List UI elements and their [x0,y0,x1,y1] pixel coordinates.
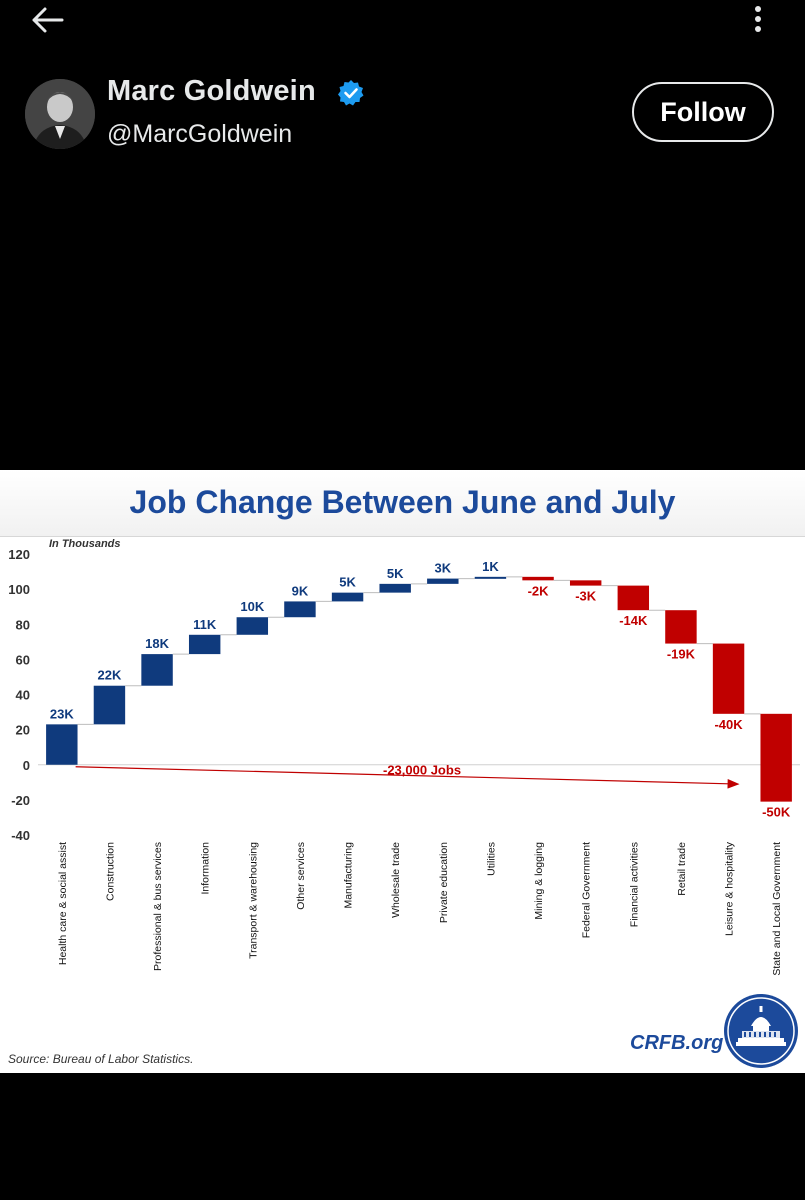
avatar-photo [25,79,95,149]
chart-title: Job Change Between June and July [129,484,676,520]
brand-text: CRFB.org [630,1032,724,1054]
waterfall-bar [331,592,364,602]
verified-badge-icon [337,79,365,107]
bar-value-label: 23K [50,706,74,721]
y-tick-label: 60 [16,652,30,667]
bar-value-label: 18K [145,636,169,651]
waterfall-bar [617,585,650,611]
x-category-label: Retail trade [676,842,688,896]
x-category-label: Professional & bus services [152,842,164,971]
waterfall-bar [284,601,316,618]
y-tick-label: 20 [16,723,30,738]
y-tick-label: 40 [16,688,30,703]
author-handle[interactable]: @MarcGoldwein [107,120,293,148]
crfb-capitol-logo-icon [722,992,800,1070]
x-category-label: Other services [295,842,307,910]
y-tick-label: -40 [11,828,30,843]
x-category-label: Information [200,842,212,895]
bar-value-label: 1K [482,559,499,574]
author-name[interactable]: Marc Goldwein [107,75,316,107]
x-category-label: Financial activities [628,842,640,927]
vertical-dots-icon [755,6,761,32]
top-bar [0,0,805,50]
bar-value-label: 10K [240,599,264,614]
waterfall-bar [522,576,554,581]
bar-value-label: 3K [435,561,452,576]
bar-value-label: -3K [575,589,597,604]
waterfall-bar [379,583,411,593]
waterfall-bar [760,713,792,802]
x-category-label: Utilities [485,842,497,876]
waterfall-bar [569,580,602,586]
bar-value-label: 5K [339,575,356,590]
chart-title-band [0,470,805,537]
waterfall-bar [427,578,459,584]
x-category-label: State and Local Government [771,842,783,976]
x-category-label: Construction [104,842,116,901]
net-change-arrow [75,766,740,789]
x-category-label: Private education [438,842,450,923]
waterfall-bar [188,634,221,655]
x-category-label: Wholesale trade [390,842,402,918]
waterfall-bar [141,654,173,686]
y-tick-label: 100 [8,582,30,597]
x-category-label: Federal Government [581,842,593,938]
avatar[interactable] [25,79,95,149]
waterfall-chart: 120 100 80 60 40 20 0 -20 -40 23K Health care & so… [8,547,800,976]
bar-value-label: -14K [619,613,648,628]
bar-value-label: 5K [387,566,404,581]
waterfall-bar [236,617,269,635]
x-category-label: Transport & warehousing [247,842,259,959]
chart-source: Source: Bureau of Labor Statistics. [8,1052,194,1066]
x-category-label: Leisure & hospitality [724,841,736,936]
arrow-left-icon [32,7,64,33]
waterfall-bar [46,724,78,765]
x-category-label: Health care & social assist [57,842,69,965]
chart-unit-note: In Thousands [49,538,121,550]
y-tick-label: -20 [11,793,30,808]
follow-button[interactable]: Follow [632,82,774,142]
waterfall-bar [712,643,745,714]
bar-value-label: 11K [193,617,217,632]
y-tick-label: 120 [8,547,30,562]
x-category-label: Mining & logging [533,842,545,920]
more-options-button[interactable] [748,4,768,38]
bar-value-label: 22K [98,668,122,683]
y-tick-label: 80 [16,617,30,632]
back-button[interactable] [30,6,70,38]
y-tick-label: 0 [23,758,30,773]
waterfall-bar [665,610,697,644]
bar-value-label: -50K [762,805,791,820]
bar-value-label: -19K [667,647,696,662]
x-category-label: Manufacturing [343,842,355,909]
bar-value-label: -2K [528,583,550,598]
net-change-annotation: -23,000 Jobs [383,763,461,778]
waterfall-bar [474,576,507,579]
post-image[interactable]: Job Change Between June and July In Thou… [0,470,805,1073]
waterfall-bar [93,685,126,725]
bar-value-label: 9K [292,583,309,598]
bar-value-label: -40K [714,717,743,732]
